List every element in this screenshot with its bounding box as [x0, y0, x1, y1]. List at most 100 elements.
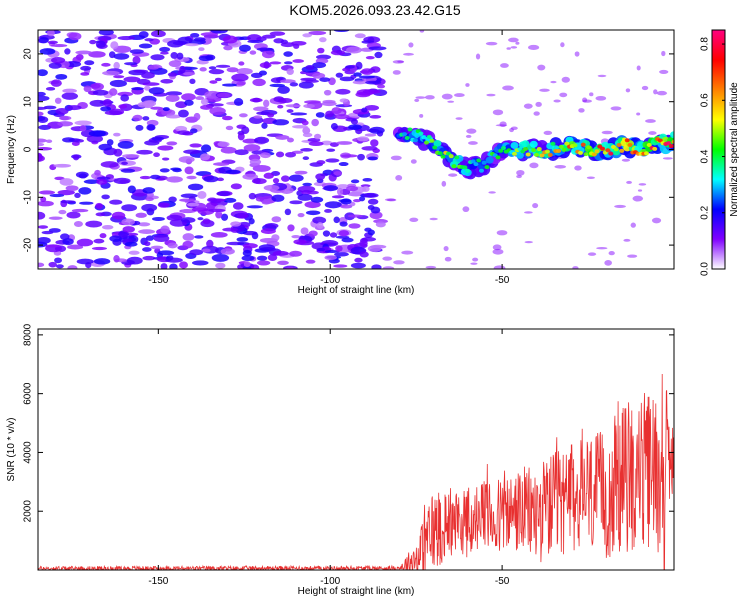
signal-blob [580, 142, 586, 147]
noise-blob [128, 250, 140, 255]
noise-blob [96, 179, 108, 185]
signal-blob [533, 152, 539, 157]
signal-blob [473, 162, 479, 167]
noise-blob [443, 245, 449, 252]
noise-blob [142, 255, 156, 261]
noise-blob [38, 91, 46, 97]
noise-blob [79, 124, 87, 132]
noise-blob [102, 70, 120, 76]
noise-blob [242, 173, 259, 180]
noise-blob [365, 55, 375, 60]
noise-blob [250, 72, 263, 79]
noise-blob [126, 256, 143, 265]
signal-blob [451, 164, 457, 169]
noise-blob [51, 57, 66, 64]
noise-blob [178, 156, 195, 163]
signal-blob [485, 156, 494, 164]
noise-blob [146, 124, 156, 131]
noise-blob [294, 170, 308, 175]
noise-blob [486, 93, 496, 97]
noise-blob [48, 62, 62, 69]
signal-blob [643, 151, 649, 156]
noise-blob [659, 69, 669, 74]
noise-blob [301, 120, 309, 126]
noise-blob [48, 261, 57, 268]
noise-blob [448, 173, 458, 177]
noise-blob [215, 64, 231, 68]
noise-blob [311, 118, 319, 127]
noise-blob [109, 199, 123, 205]
noise-blob [561, 76, 570, 83]
noise-blob [493, 265, 506, 269]
noise-blob [275, 135, 290, 140]
noise-blob [447, 100, 455, 103]
x-tick-label: -100 [320, 275, 340, 286]
noise-blob [315, 112, 325, 118]
snr-x-axis-label: Height of straight line (km) [298, 586, 415, 597]
signal-blob [616, 142, 622, 147]
noise-blob [93, 258, 111, 265]
noise-blob [236, 213, 248, 219]
noise-blob [113, 53, 130, 60]
colorbar: 0.0 0.2 0.4 0.6 0.8 Normalized spectral ampl… [700, 29, 740, 276]
noise-blob [321, 101, 337, 107]
noise-blob [99, 233, 107, 239]
noise-blob [153, 234, 170, 243]
noise-blob [88, 130, 106, 137]
noise-blob [181, 209, 192, 213]
noise-blob [369, 126, 385, 134]
signal-blob [670, 131, 674, 139]
signal-blob [510, 141, 519, 149]
noise-blob [308, 230, 318, 237]
noise-blob [533, 111, 540, 116]
noise-blob [126, 232, 139, 236]
noise-blob [226, 67, 239, 73]
noise-blob [261, 122, 268, 129]
snr-series-line [38, 373, 674, 570]
noise-blob [317, 47, 325, 54]
noise-blob [310, 196, 324, 203]
noise-blob [157, 145, 174, 151]
noise-blob [324, 249, 340, 253]
noise-blob [336, 187, 344, 196]
noise-blob [297, 193, 313, 201]
noise-blob [221, 115, 233, 121]
noise-blob [206, 239, 214, 248]
noise-blob [189, 128, 198, 134]
noise-blob [249, 50, 257, 55]
noise-blob [502, 85, 514, 91]
noise-blob [104, 110, 123, 116]
noise-blob [249, 158, 262, 166]
y-tick-label: -20 [23, 237, 34, 252]
noise-blob [111, 211, 126, 220]
noise-blob [38, 211, 46, 220]
noise-blob [285, 104, 301, 108]
noise-blob [286, 68, 294, 75]
signal-blob [426, 134, 432, 139]
noise-blob [338, 230, 350, 237]
noise-blob [248, 218, 255, 225]
noise-blob [117, 140, 134, 149]
noise-blob [472, 257, 479, 262]
noise-blob [234, 149, 249, 156]
y-tick-label: -10 [23, 190, 34, 205]
noise-blob [419, 30, 425, 33]
noise-blob [321, 140, 333, 146]
noise-blob [537, 64, 546, 71]
noise-blob [123, 76, 141, 83]
noise-blob [333, 30, 350, 33]
signal-blob [577, 150, 583, 155]
noise-blob [586, 176, 595, 179]
noise-blob [523, 103, 533, 109]
noise-blob [113, 75, 125, 79]
noise-blob [98, 143, 113, 151]
noise-blob [98, 30, 114, 36]
noise-blob [572, 266, 579, 269]
noise-blob [131, 87, 144, 91]
noise-blob [361, 68, 374, 75]
noise-blob [347, 191, 365, 197]
noise-blob [304, 201, 321, 209]
noise-blob [73, 139, 85, 143]
noise-blob [211, 253, 230, 262]
